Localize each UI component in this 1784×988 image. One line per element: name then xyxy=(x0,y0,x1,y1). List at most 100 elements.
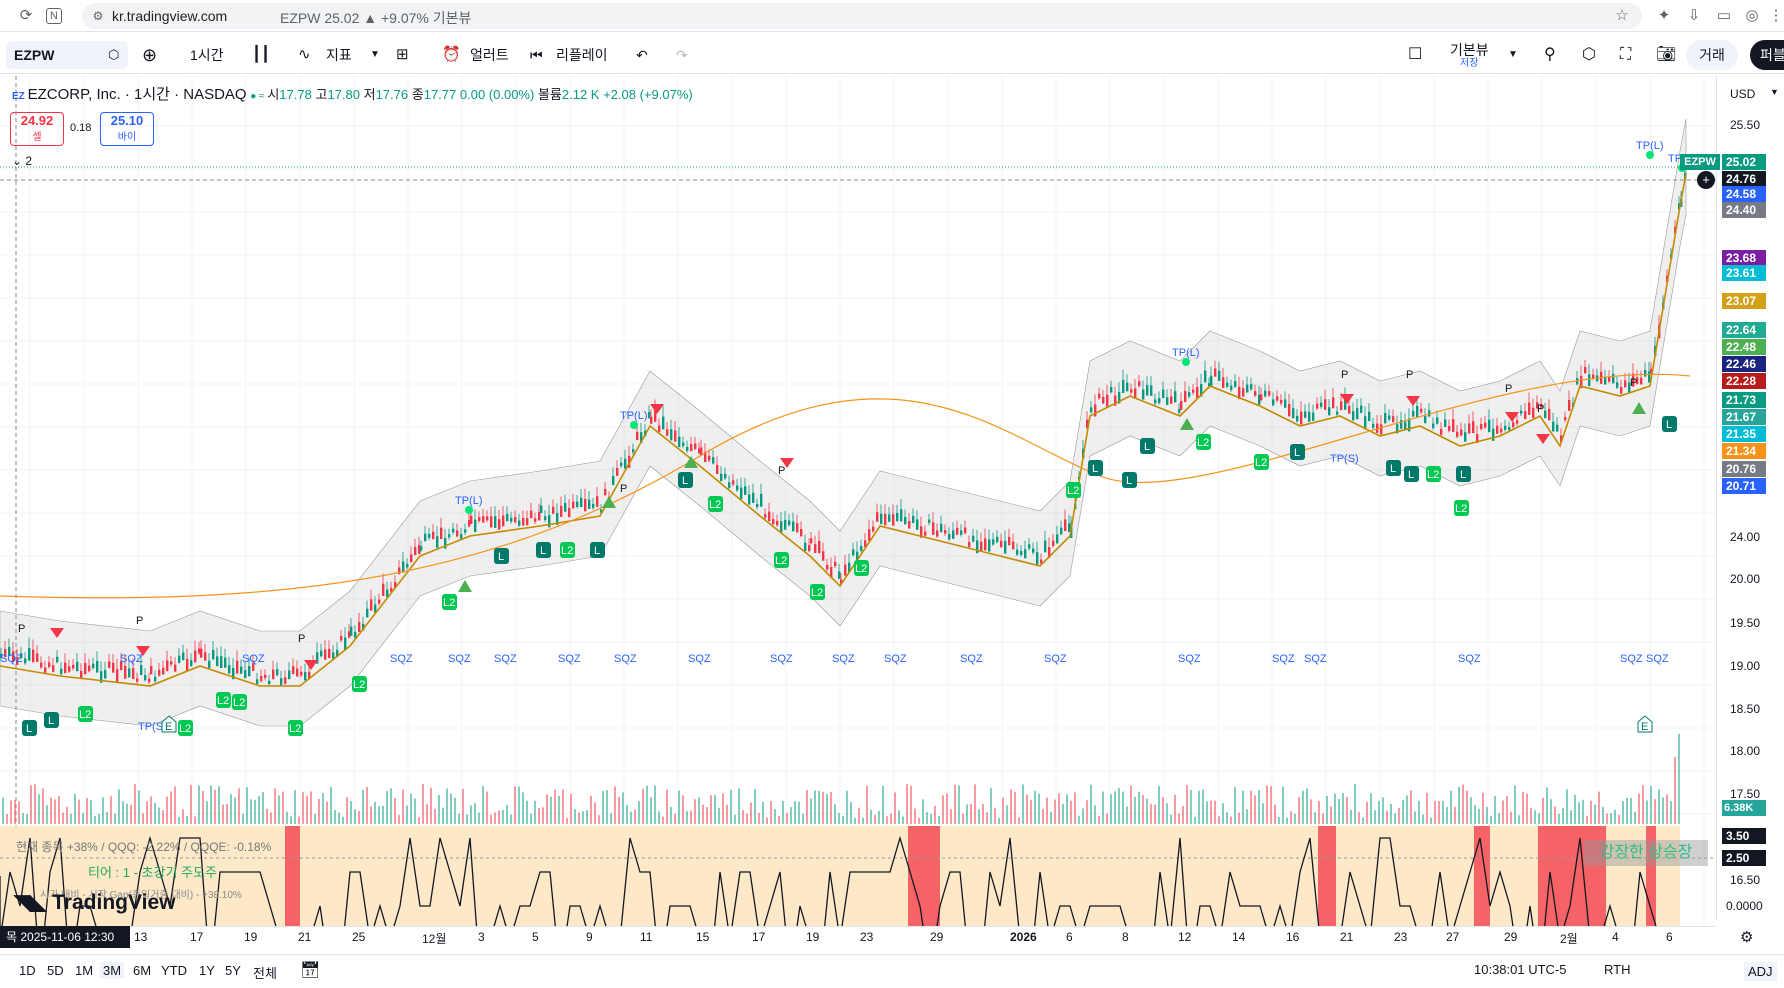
layouts-icon[interactable]: ⊞ xyxy=(396,46,409,63)
undo-icon[interactable]: ↶ xyxy=(636,47,648,63)
layout-chevron-icon[interactable]: ▼ xyxy=(1508,49,1518,60)
alerts-button[interactable]: 얼러트 xyxy=(470,47,509,63)
site-info-icon[interactable]: N xyxy=(46,8,62,24)
address-bar[interactable] xyxy=(82,3,1642,29)
price-chart[interactable]: TP(L)TP(L)TP(L)TP(L)TP(L)TP(S)TP(S)PPPPP… xyxy=(0,76,1716,926)
clock-text[interactable]: 10:38:01 UTC-5 xyxy=(1474,962,1567,977)
fullscreen-icon[interactable]: ⛶ xyxy=(1620,46,1632,63)
volume-bar xyxy=(1430,817,1432,824)
replay-icon[interactable]: ⏮ xyxy=(530,47,543,63)
extensions-icon[interactable]: ✦ xyxy=(1657,7,1671,24)
candle-body xyxy=(556,513,559,525)
bookmark-star-icon[interactable]: ☆ xyxy=(1615,7,1629,24)
menu-icon[interactable]: ⋮ xyxy=(1768,7,1784,24)
volume-bar xyxy=(586,810,588,824)
quick-search-icon[interactable]: ⚲ xyxy=(1544,46,1556,63)
long-mark: L xyxy=(1092,463,1098,475)
capture-icon[interactable]: ◎ xyxy=(1745,7,1759,24)
range-button-1m[interactable]: 1M xyxy=(75,963,94,978)
candle-body xyxy=(1632,373,1635,387)
layout-square-icon[interactable]: ☐ xyxy=(1408,46,1423,63)
range-button-1d[interactable]: 1D xyxy=(19,963,36,978)
price-level-label: 21.35 xyxy=(1722,426,1766,442)
sell-button[interactable]: 24.92 셀 xyxy=(10,112,64,146)
interval-button[interactable]: 1시간 xyxy=(190,47,224,63)
candle-body xyxy=(1130,389,1133,393)
date-range-icon[interactable]: 📅︎ xyxy=(300,962,321,979)
candle-body xyxy=(1528,402,1531,415)
range-button-1y[interactable]: 1Y xyxy=(199,963,215,978)
time-axis[interactable] xyxy=(0,926,1716,948)
volume-bar xyxy=(306,796,308,824)
crosshair-add-icon[interactable]: + xyxy=(1697,171,1715,189)
candle-body xyxy=(1246,384,1249,393)
volume-bar xyxy=(442,807,444,824)
volume-bar xyxy=(786,812,788,824)
symbol-text[interactable]: EZPW xyxy=(14,47,55,63)
range-button-6m[interactable]: 6M xyxy=(133,963,152,978)
volume-bar xyxy=(422,784,424,824)
adj-button[interactable]: ADJ xyxy=(1744,962,1777,981)
currency-label[interactable]: USD xyxy=(1730,87,1756,101)
candle-body xyxy=(780,521,783,533)
candles-icon[interactable]: ┃┃ xyxy=(252,46,271,63)
squeeze-label: SQZ xyxy=(448,653,471,665)
long-mark-badge xyxy=(1404,466,1419,482)
volume-bar xyxy=(50,797,52,824)
video-icon[interactable]: ▭ xyxy=(1716,7,1732,24)
long2-mark-badge xyxy=(854,560,869,576)
indicators-button[interactable]: 지표 xyxy=(326,47,352,63)
download-icon[interactable]: ⇩ xyxy=(1687,7,1701,24)
volume-bar xyxy=(846,790,848,824)
alert-icon[interactable]: ⏰ xyxy=(442,46,461,63)
add-symbol-icon[interactable]: ⊕ xyxy=(142,45,158,65)
layout-save-label[interactable]: 저장 xyxy=(1460,58,1479,69)
chevron-down-icon[interactable]: ▼ xyxy=(370,49,380,60)
volume-bar xyxy=(1246,809,1248,824)
time-tick-label: 27 xyxy=(1446,930,1460,944)
tradingview-logo[interactable]: ◥◣ TradingView xyxy=(14,890,175,915)
candle-body xyxy=(1416,405,1419,418)
candle-body xyxy=(650,416,653,424)
session-button[interactable]: RTH xyxy=(1604,962,1631,977)
volume-bar xyxy=(298,816,300,824)
candle-body xyxy=(1196,386,1199,399)
candle-body xyxy=(136,678,139,682)
volume-bar xyxy=(710,795,712,824)
symbol-search[interactable] xyxy=(6,41,128,69)
volume-bar xyxy=(550,796,552,824)
symbol-icon[interactable]: ⬡ xyxy=(108,47,120,62)
tune-icon[interactable]: ⚙ xyxy=(92,9,104,23)
trade-button[interactable]: 거래 xyxy=(1686,40,1738,70)
candle-body xyxy=(394,582,397,588)
candle-body xyxy=(348,631,351,638)
snapshot-icon[interactable]: 📷︎ xyxy=(1656,46,1677,63)
candle-body xyxy=(8,646,11,656)
range-button-3m[interactable]: 3M xyxy=(100,962,125,979)
layout-name[interactable]: 기본뷰 xyxy=(1450,42,1489,58)
volume-bar xyxy=(1634,811,1636,824)
range-button-전체[interactable]: 전체 xyxy=(253,966,277,981)
long-mark: L xyxy=(594,545,600,557)
volume-bar xyxy=(706,807,708,824)
legend-company[interactable]: EZCORP, Inc. · 1시간 · NASDAQ xyxy=(27,86,247,103)
candle-body xyxy=(1608,376,1611,382)
range-button-5d[interactable]: 5D xyxy=(47,963,64,978)
volume-bar xyxy=(214,789,216,824)
volume-bar xyxy=(326,801,328,824)
volume-bar xyxy=(958,785,960,824)
buy-button[interactable]: 25.10 바이 xyxy=(100,112,154,146)
reload-icon[interactable]: ⟳ xyxy=(19,7,33,24)
candle-body xyxy=(468,520,471,527)
indicators-icon[interactable]: ∿ xyxy=(298,46,311,63)
url-text[interactable]: kr.tradingview.com xyxy=(112,8,228,24)
publish-button[interactable]: 퍼블 xyxy=(1750,40,1784,70)
range-button-5y[interactable]: 5Y xyxy=(225,963,241,978)
volume-bar xyxy=(498,810,500,824)
replay-button[interactable]: 리플레이 xyxy=(556,47,608,63)
settings-icon[interactable]: ⬡ xyxy=(1582,46,1596,63)
collapse-indicators[interactable]: ⌄ 2 xyxy=(12,154,32,168)
range-button-ytd[interactable]: YTD xyxy=(161,963,187,978)
currency-chevron-icon[interactable]: ▼ xyxy=(1770,87,1779,97)
axis-settings-icon[interactable]: ⚙ xyxy=(1740,929,1754,946)
